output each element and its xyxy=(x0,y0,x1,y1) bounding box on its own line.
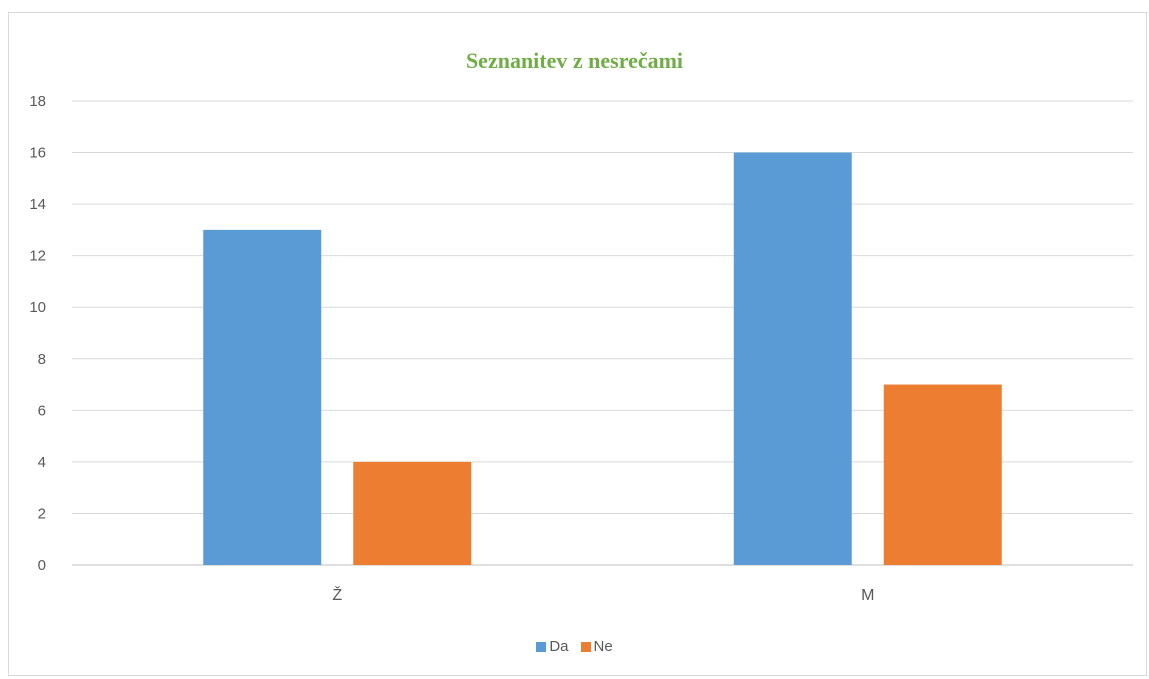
legend-swatch-ne xyxy=(580,641,591,652)
legend: Da Ne xyxy=(0,638,1149,655)
y-tick-label: 16 xyxy=(29,145,46,162)
y-tick-label: 18 xyxy=(29,93,46,110)
x-category-label: Ž xyxy=(332,585,342,604)
legend-swatch-da xyxy=(536,641,547,652)
y-axis-ticks: 0 2 4 6 8 10 12 14 16 18 xyxy=(29,93,46,574)
bar-ne-1 xyxy=(883,384,1002,565)
y-tick-label: 6 xyxy=(38,402,46,419)
legend-item-ne: Ne xyxy=(580,638,613,655)
y-tick-label: 14 xyxy=(29,196,46,213)
x-category-label: M xyxy=(861,587,874,604)
chart-title: Seznanitev z nesrečami xyxy=(465,48,684,73)
y-tick-label: 10 xyxy=(29,299,46,316)
y-tick-label: 12 xyxy=(29,248,46,265)
y-tick-label: 0 xyxy=(38,557,46,574)
y-tick-label: 4 xyxy=(38,454,46,471)
bar-ne-0 xyxy=(353,461,472,565)
y-tick-label: 2 xyxy=(38,505,46,522)
legend-label-da: Da xyxy=(549,638,569,655)
legend-label-ne: Ne xyxy=(593,638,613,655)
bars xyxy=(203,152,1002,566)
bar-da-1 xyxy=(733,152,852,566)
y-tick-label: 8 xyxy=(38,351,46,368)
bar-da-0 xyxy=(203,229,322,565)
legend-item-da: Da xyxy=(536,638,569,655)
